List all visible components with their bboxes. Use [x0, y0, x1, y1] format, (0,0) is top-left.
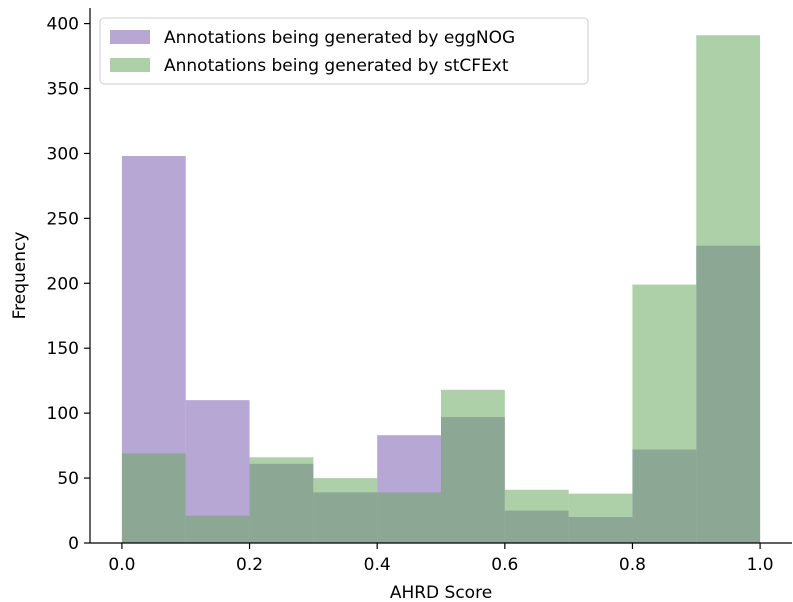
y-tick-label: 100 — [47, 404, 79, 424]
bar-series1-bin7 — [568, 493, 633, 543]
legend-swatch-eggnog — [110, 30, 150, 44]
x-tick-label: 0.4 — [364, 555, 391, 575]
bar-series1-bin1 — [185, 515, 250, 543]
y-tick-label: 50 — [57, 469, 79, 489]
y-axis-label: Frequency — [10, 232, 30, 320]
bar-series1-bin3 — [313, 478, 378, 543]
y-tick-label: 0 — [68, 534, 79, 554]
legend-swatch-stcfext — [110, 58, 150, 72]
y-tick-label: 400 — [47, 15, 79, 35]
x-tick-label: 0.2 — [236, 555, 263, 575]
x-tick-label: 0.0 — [108, 555, 135, 575]
y-tick-label: 300 — [47, 144, 79, 164]
axes-layer — [89, 8, 792, 544]
y-tick-label: 200 — [47, 274, 79, 294]
x-axis-label: AHRD Score — [390, 583, 492, 602]
x-tick-label: 0.8 — [619, 555, 646, 575]
bar-series1-bin0 — [121, 453, 186, 543]
bar-series1-bin2 — [249, 457, 314, 543]
bars-layer — [121, 35, 761, 544]
y-tick-label: 150 — [47, 339, 79, 359]
bar-series1-bin5 — [441, 389, 505, 543]
legend-label-stcfext: Annotations being generated by stCFExt — [164, 56, 509, 76]
y-tick-label: 350 — [47, 80, 79, 100]
bar-series1-bin8 — [632, 284, 697, 543]
legend-box — [99, 17, 589, 85]
x-tick-label: 0.6 — [491, 555, 518, 575]
ticks-layer: 0.0 0.2 0.4 0.6 0.8 1.0 0 50 100 150 200 250 300 350 4… — [47, 15, 774, 575]
x-tick-label: 1.0 — [747, 555, 774, 575]
bar-series1-bin4 — [377, 492, 441, 543]
legend-label-eggnog: Annotations being generated by eggNOG — [164, 28, 515, 48]
bar-series1-bin9 — [696, 35, 761, 544]
y-tick-label: 250 — [47, 209, 79, 229]
bar-series1-bin6 — [504, 489, 569, 543]
legend: Annotations being generated by eggNOG An… — [99, 17, 589, 85]
